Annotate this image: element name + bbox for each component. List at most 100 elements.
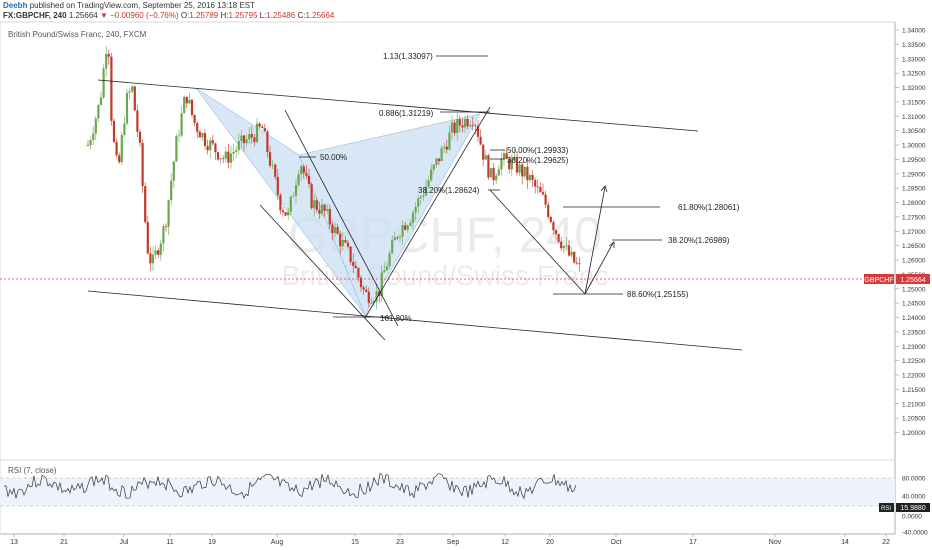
candle-body[interactable]	[92, 133, 95, 141]
candle-body[interactable]	[86, 145, 90, 146]
candle-body[interactable]	[398, 236, 402, 238]
candle-body[interactable]	[201, 133, 204, 138]
candle-body[interactable]	[268, 152, 272, 166]
candle-body[interactable]	[328, 209, 331, 225]
candle-body[interactable]	[190, 99, 194, 115]
candle-body[interactable]	[497, 169, 500, 176]
candle-body[interactable]	[552, 222, 555, 231]
candle-body[interactable]	[159, 243, 162, 255]
candle-body[interactable]	[281, 210, 285, 213]
fib-label-618-target[interactable]: 61.80%(1.28061)	[678, 203, 740, 212]
candle-body[interactable]	[557, 234, 560, 242]
candle-body[interactable]	[573, 251, 576, 263]
projection-arrow-1[interactable]	[584, 186, 606, 295]
candle-body[interactable]	[471, 125, 474, 126]
candle-body[interactable]	[263, 128, 266, 132]
candle-body[interactable]	[484, 155, 487, 160]
candle-body[interactable]	[185, 96, 188, 104]
candle-body[interactable]	[193, 114, 196, 124]
candle-body[interactable]	[526, 166, 529, 181]
candle-body[interactable]	[463, 119, 467, 128]
candle-body[interactable]	[411, 212, 415, 223]
trend-line-d[interactable]	[489, 189, 586, 295]
candle-body[interactable]	[508, 159, 511, 170]
candle-body[interactable]	[570, 251, 573, 256]
candle-body[interactable]	[141, 142, 144, 187]
candle-body[interactable]	[123, 123, 126, 135]
candle-body[interactable]	[453, 122, 456, 134]
candle-body[interactable]	[456, 119, 459, 134]
candle-body[interactable]	[528, 175, 532, 181]
candle-body[interactable]	[437, 158, 441, 162]
candle-body[interactable]	[362, 287, 365, 290]
candle-body[interactable]	[430, 169, 433, 181]
candle-body[interactable]	[432, 164, 435, 170]
candle-body[interactable]	[214, 143, 217, 153]
projection-arrow-2[interactable]	[584, 242, 614, 295]
candle-body[interactable]	[495, 175, 498, 181]
candle-body[interactable]	[274, 164, 277, 177]
candle-body[interactable]	[294, 184, 298, 196]
candle-body[interactable]	[404, 225, 407, 230]
candle-body[interactable]	[401, 225, 404, 237]
candle-body[interactable]	[469, 125, 472, 127]
author-name[interactable]: Deebh	[3, 1, 28, 10]
candle-body[interactable]	[120, 134, 123, 163]
candle-body[interactable]	[250, 134, 253, 138]
candle-body[interactable]	[131, 86, 134, 92]
candle-body[interactable]	[515, 156, 519, 173]
price-axis[interactable]: 1.34000 1.33500 1.33000 1.32500 1.32000 1.315…	[895, 28, 926, 438]
candle-body[interactable]	[440, 148, 443, 162]
channel-lower-line[interactable]	[87, 290, 743, 351]
candle-body[interactable]	[276, 176, 279, 195]
candle-body[interactable]	[359, 277, 363, 288]
candle-body[interactable]	[578, 263, 581, 265]
candle-body[interactable]	[172, 161, 175, 181]
candle-body[interactable]	[396, 237, 399, 239]
candle-body[interactable]	[461, 125, 464, 128]
candle-body[interactable]	[547, 204, 550, 217]
rsi-line[interactable]	[3, 472, 577, 500]
candle-body[interactable]	[222, 158, 225, 160]
fib-label-0886[interactable]: 0.886(1.31219)	[379, 109, 434, 118]
candle-body[interactable]	[229, 153, 233, 163]
candle-body[interactable]	[144, 186, 147, 223]
candle-body[interactable]	[240, 135, 243, 142]
candle-body[interactable]	[94, 118, 97, 134]
candle-body[interactable]	[492, 168, 495, 181]
candle-body[interactable]	[302, 166, 305, 174]
candle-body[interactable]	[237, 141, 240, 151]
candle-body[interactable]	[357, 268, 360, 278]
candle-body[interactable]	[518, 164, 521, 173]
candle-body[interactable]	[502, 153, 506, 159]
candle-body[interactable]	[333, 227, 337, 233]
candle-body[interactable]	[388, 253, 391, 267]
candle-body[interactable]	[196, 123, 199, 132]
candle-body[interactable]	[307, 175, 311, 185]
candle-body[interactable]	[102, 68, 105, 98]
candle-body[interactable]	[105, 53, 108, 69]
drawings[interactable]	[87, 55, 743, 351]
candle-body[interactable]	[422, 195, 425, 197]
candle-body[interactable]	[154, 250, 157, 255]
candle-body[interactable]	[261, 126, 264, 129]
candle-body[interactable]	[318, 209, 321, 214]
candle-body[interactable]	[536, 186, 539, 188]
candle-body[interactable]	[157, 250, 160, 255]
candle-body[interactable]	[482, 144, 485, 160]
candle-body[interactable]	[370, 303, 373, 304]
candle-body[interactable]	[466, 119, 469, 127]
candle-body[interactable]	[393, 237, 396, 241]
candle-body[interactable]	[248, 134, 251, 140]
candle-body[interactable]	[313, 200, 316, 209]
candle-body[interactable]	[115, 142, 118, 156]
candle-body[interactable]	[406, 225, 409, 230]
candle-body[interactable]	[138, 131, 142, 143]
candle-body[interactable]	[97, 104, 100, 119]
candle-body[interactable]	[549, 216, 552, 223]
candle-body[interactable]	[162, 226, 165, 244]
candle-body[interactable]	[346, 242, 350, 247]
candle-body[interactable]	[417, 198, 420, 207]
fib-label-886-d[interactable]: 88.60%(1.25155)	[627, 290, 689, 299]
candle-body[interactable]	[352, 262, 355, 266]
